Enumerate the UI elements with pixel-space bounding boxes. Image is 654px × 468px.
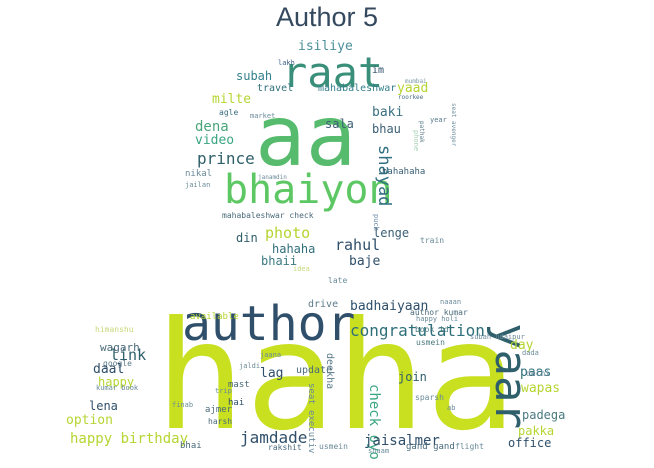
word-rahul: rahul	[335, 236, 381, 254]
word-padega: padega	[522, 408, 566, 422]
word-sala: sala	[325, 117, 354, 131]
word-baki: baki	[372, 105, 404, 120]
word-shayad: shayad	[374, 145, 394, 207]
word-milte: milte	[212, 92, 252, 107]
word-baje: baje	[349, 254, 381, 269]
word-aa: aa	[255, 87, 357, 185]
word-author-kumar: author kumar	[410, 308, 468, 317]
word-author: author	[182, 296, 356, 352]
word-lena: lena	[89, 399, 118, 413]
word-happy: happy	[98, 375, 135, 389]
word-drive: drive	[308, 299, 339, 310]
word-seat-avenger: seat avenger	[450, 103, 457, 147]
word-mast: mast	[228, 380, 250, 390]
word-subah-udaipur: subah udaipur	[470, 333, 525, 341]
word-janamdin: janamdin	[258, 174, 287, 181]
word-update: update	[296, 365, 333, 376]
word-subah: subah	[236, 69, 273, 83]
word-raat: raat	[282, 48, 384, 97]
word-delhi: delhi	[526, 369, 551, 378]
word-daal: daal	[93, 362, 125, 377]
word-dena: dena	[195, 119, 229, 135]
word-late: late	[328, 276, 348, 285]
word-mahabaleshwar: mahabaleshwar	[318, 83, 397, 94]
word-prince: prince	[197, 149, 255, 168]
word-shaam: shaam	[368, 447, 390, 455]
word-bhaii: bhaii	[261, 254, 298, 268]
word-badhaiyaan: badhaiyaan	[350, 299, 429, 314]
word-google: google	[103, 359, 132, 368]
word-hai: hai	[228, 398, 245, 408]
word-ab: ab	[447, 404, 456, 412]
word-bhai: bhai	[180, 441, 202, 451]
word-trip: trip	[215, 387, 232, 395]
word-mumbai: mumbai	[405, 78, 427, 85]
word-seat-executiv: seat executiv	[306, 383, 316, 454]
word-himanshu: himanshu	[95, 325, 134, 334]
figure-title: Author 5	[275, 2, 379, 32]
word-video: video	[195, 133, 235, 148]
word-wagarh: wagarh	[100, 341, 140, 354]
word-available: available	[190, 312, 239, 322]
word-year: year	[430, 116, 447, 124]
word-hahaha: hahaha	[272, 242, 316, 256]
word-din: din	[236, 231, 258, 245]
word-check-oyo: check oyo	[366, 384, 382, 460]
word-book-id: book id	[415, 325, 449, 334]
word-dada: dada	[522, 349, 539, 357]
word-puch: puch	[372, 214, 380, 231]
word-sparsh: sparsh	[415, 393, 444, 402]
word-office: office	[508, 436, 552, 450]
word-usmein: usmein	[319, 442, 348, 451]
word-wapas: wapas	[521, 381, 561, 396]
word-phone: phone	[412, 130, 420, 152]
word-lenge: lenge	[373, 226, 410, 240]
word-pakka: pakka	[518, 424, 555, 438]
word-usmein: usmein	[416, 338, 445, 347]
word-congratulation: congratulation	[350, 321, 485, 340]
word-nikal: nikal	[185, 169, 213, 179]
word-travel: travel	[257, 83, 294, 94]
word-haha: haha	[155, 290, 517, 464]
word-rakshit: rakshit	[268, 443, 302, 452]
word-market: market	[250, 112, 276, 120]
word-happy-holi: happy holi	[416, 315, 459, 323]
word-train: train	[420, 236, 445, 245]
word-jaldi: jaldi	[239, 362, 261, 370]
word-yaad: yaad	[397, 81, 429, 96]
word-jamdade: jamdade	[240, 428, 308, 447]
word-paas: paas	[520, 365, 552, 380]
word-jaisalmer: jaisalmer	[364, 433, 440, 449]
word-im: im	[372, 65, 385, 76]
word-harsh: harsh	[208, 417, 233, 426]
word-join: join	[398, 370, 427, 384]
word-jailan: jailan	[185, 181, 211, 189]
word-bhau: bhau	[372, 122, 401, 136]
word-link: link	[110, 346, 147, 364]
word-ajmer: ajmer	[205, 405, 233, 415]
word-hahahaha: hahahaha	[382, 167, 426, 177]
word-photo: photo	[265, 224, 311, 242]
word-bhaiyon: bhaiyon	[224, 167, 393, 213]
word-mahabaleshwar-check: mahabaleshwar check	[222, 211, 314, 220]
word-lakh: lakh	[278, 59, 295, 67]
word-finab: finab	[172, 401, 194, 409]
word-deekha: deekha	[324, 353, 335, 390]
word-roorkee: roorkee	[398, 94, 424, 101]
word-jaana: jaana	[260, 351, 282, 359]
word-idea: idea	[293, 265, 310, 273]
word-option: option	[66, 413, 113, 428]
word-kumar-book: kumar book	[96, 384, 139, 392]
word-isiliye: isiliye	[298, 39, 353, 54]
word-day: day	[510, 338, 534, 353]
word-agle: agle	[219, 108, 239, 117]
word-pathak: pathak	[418, 121, 425, 143]
word-happy-birthday: happy birthday	[70, 431, 189, 447]
word-gand-gand: gand gand	[406, 442, 455, 452]
word-flight: flight	[455, 442, 484, 451]
word-yaar: yaar	[485, 323, 536, 429]
word-lag: lag	[260, 366, 284, 381]
word-naaan: naaan	[440, 298, 462, 306]
